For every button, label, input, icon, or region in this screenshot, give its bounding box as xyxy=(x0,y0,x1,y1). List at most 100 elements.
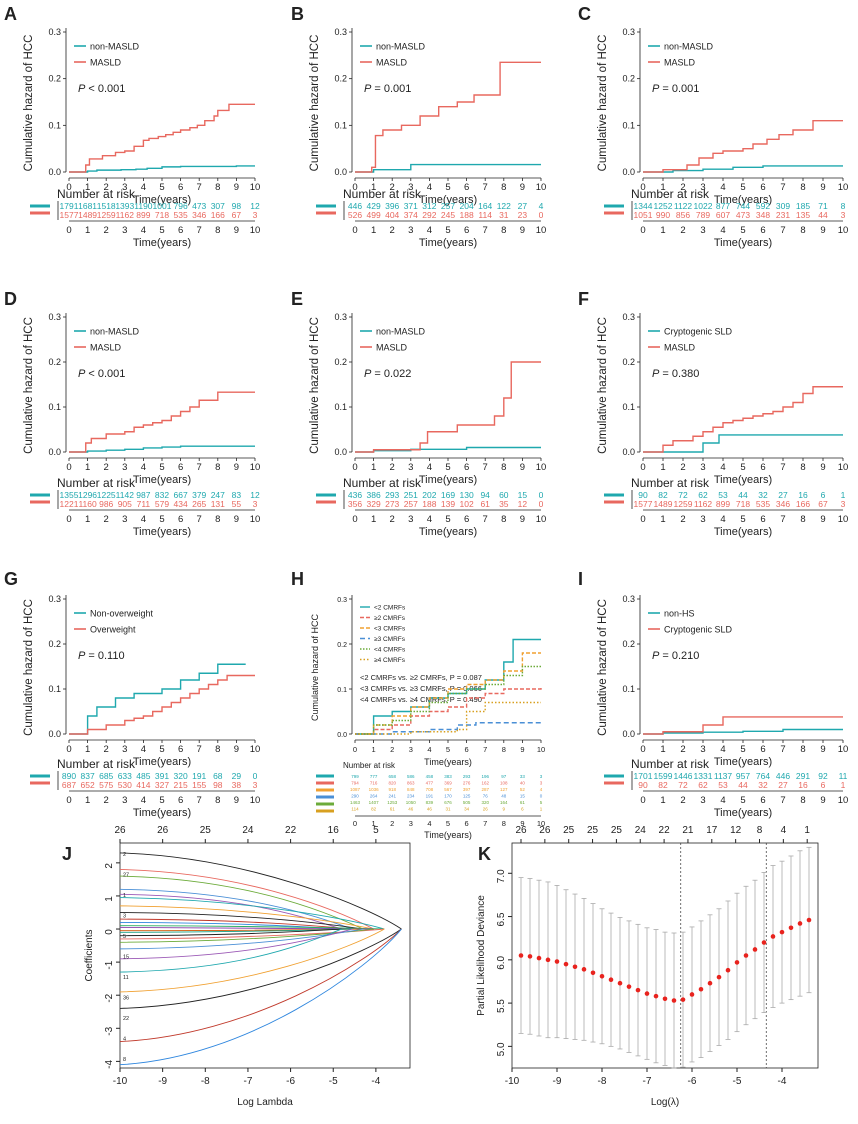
y-axis-label: Cumulative hazard of HCC xyxy=(597,317,609,454)
x-tick-label: -5 xyxy=(733,1076,742,1087)
x-tick-label: 0 xyxy=(640,462,645,473)
risk-x-tick-label: 6 xyxy=(178,514,183,525)
coef-path xyxy=(119,928,402,1066)
risk-x-tick-label: 1 xyxy=(371,225,376,236)
risk-value: 135 xyxy=(796,210,810,220)
risk-value: 188 xyxy=(460,210,474,220)
risk-value: 3 xyxy=(253,499,258,509)
risk-value: 52 xyxy=(520,787,526,792)
risk-value: 0 xyxy=(253,771,258,781)
x-tick-label: 3 xyxy=(408,462,413,473)
risk-value: 94 xyxy=(480,490,490,500)
x-tick-label: 8 xyxy=(215,182,220,193)
y-axis-label: Cumulative hazard of HCC xyxy=(23,599,35,736)
y-tick-label: -1 xyxy=(104,960,115,969)
y-tick-label: 0.1 xyxy=(334,120,347,130)
legend-label: non-MASLD xyxy=(376,327,426,337)
risk-x-tick-label: 5 xyxy=(159,795,164,806)
x-tick-label: -10 xyxy=(113,1076,128,1087)
risk-value: 155 xyxy=(192,780,206,790)
risk-title: Number at risk xyxy=(343,187,422,201)
x-tick-label: 5 xyxy=(740,462,745,473)
x-tick-label: 6 xyxy=(760,182,765,193)
risk-value: 1355 xyxy=(60,490,79,500)
risk-value: 68 xyxy=(213,771,223,781)
x-tick-label: 3 xyxy=(122,182,127,193)
x-tick-label: 4 xyxy=(141,744,146,755)
deviance-point xyxy=(635,987,641,993)
legend-label: non-MASLD xyxy=(90,327,140,337)
risk-value: 499 xyxy=(367,210,381,220)
x-tick-label: 2 xyxy=(390,182,395,193)
deviance-point xyxy=(617,980,623,986)
risk-x-tick-label: 6 xyxy=(464,514,469,525)
risk-value: 1162 xyxy=(116,210,135,220)
risk-value: 856 xyxy=(676,210,690,220)
risk-value: 46 xyxy=(427,807,433,812)
legend-label: ≥4 CMRFs xyxy=(374,657,406,664)
x-tick-label: -7 xyxy=(243,1076,252,1087)
risk-value: 429 xyxy=(367,201,381,211)
risk-x-tick-label: 5 xyxy=(159,225,164,236)
p-value-text: P = 0.001 xyxy=(364,83,411,95)
x-tick-label: 10 xyxy=(838,744,849,755)
risk-value: 76 xyxy=(483,794,489,799)
x-tick-label: 8 xyxy=(501,462,506,473)
series-line-0 xyxy=(69,663,246,735)
risk-x-tick-label: 9 xyxy=(520,514,525,525)
p-value-number: = 0.380 xyxy=(659,368,699,380)
risk-value: 276 xyxy=(463,781,471,786)
risk-x-tick-label: 10 xyxy=(536,225,547,236)
coef-path xyxy=(119,928,385,993)
risk-value: 12 xyxy=(518,499,528,509)
x-tick-label: 7 xyxy=(780,462,785,473)
risk-value: 1221 xyxy=(60,499,79,509)
y-axis-label: Cumulative hazard of HCC xyxy=(309,317,321,454)
y-tick-label: 0.1 xyxy=(622,402,635,412)
x-tick-label: 8 xyxy=(215,744,220,755)
risk-x-tick-label: 2 xyxy=(680,514,685,525)
deviance-point xyxy=(563,961,569,967)
top-tick-label: 26 xyxy=(157,825,169,836)
risk-x-tick-label: 9 xyxy=(820,795,825,806)
x-tick-label: 1 xyxy=(85,182,90,193)
path-label: 11 xyxy=(123,975,129,981)
risk-value: 957 xyxy=(736,771,750,781)
risk-value: 346 xyxy=(192,210,206,220)
risk-x-tick-label: 0 xyxy=(66,225,71,236)
path-label: 22 xyxy=(123,1016,129,1022)
risk-value: 292 xyxy=(422,210,436,220)
risk-value: 108 xyxy=(500,781,508,786)
x-tick-label: 5 xyxy=(445,462,450,473)
top-tick-label: 12 xyxy=(730,825,742,836)
x-tick-label: 0 xyxy=(66,744,71,755)
risk-value: 607 xyxy=(716,210,730,220)
x-tick-label: 9 xyxy=(820,462,825,473)
risk-x-tick-label: 10 xyxy=(838,514,849,525)
x-axis-label: Time(years) xyxy=(714,474,772,486)
y-axis-label: Partial Likelihood Deviance xyxy=(476,895,487,1016)
risk-value: 32 xyxy=(758,780,768,790)
risk-value: 27 xyxy=(778,780,788,790)
comparison-text: <2 CMRFs vs. ≥2 CMRFs, P = 0.087 xyxy=(360,673,482,682)
top-tick-label: 8 xyxy=(757,825,763,836)
coef-path xyxy=(119,897,385,930)
x-tick-label: 10 xyxy=(536,182,547,193)
risk-value: 837 xyxy=(81,771,95,781)
risk-x-tick-label: 3 xyxy=(122,514,127,525)
risk-value: 3 xyxy=(540,781,543,786)
risk-value: 67 xyxy=(818,499,828,509)
deviance-point xyxy=(626,984,632,989)
risk-x-tick-label: 7 xyxy=(780,225,785,236)
risk-x-tick-label: 10 xyxy=(838,795,849,806)
deviance-point xyxy=(671,998,677,1003)
risk-x-tick-label: 7 xyxy=(197,795,202,806)
risk-value: 327 xyxy=(155,780,169,790)
risk-value: 987 xyxy=(136,490,150,500)
y-tick-label: 0.1 xyxy=(48,402,61,412)
risk-value: 61 xyxy=(480,499,490,509)
risk-x-tick-label: 8 xyxy=(501,514,506,525)
x-tick-label: 5 xyxy=(445,182,450,193)
risk-x-tick-label: 3 xyxy=(122,225,127,236)
plot-frame xyxy=(511,842,819,1069)
